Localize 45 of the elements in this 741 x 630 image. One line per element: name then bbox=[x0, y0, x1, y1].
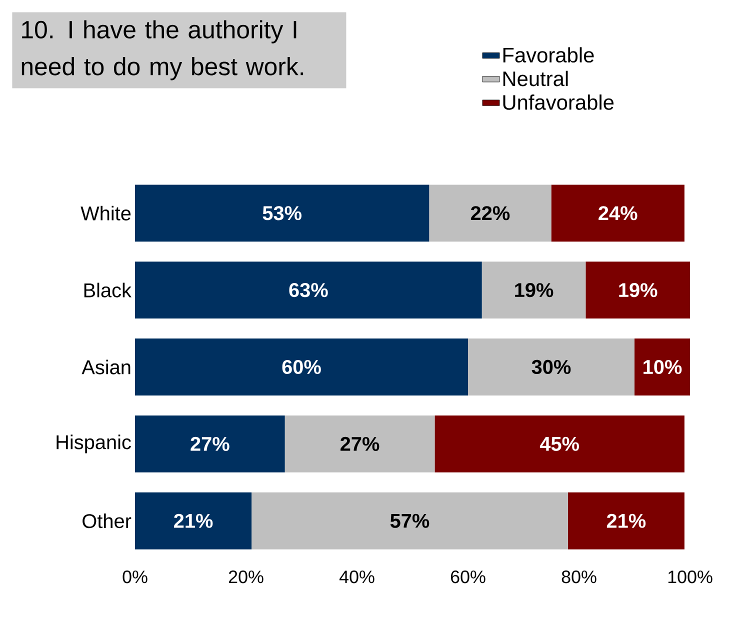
legend-label: Favorable bbox=[503, 47, 594, 63]
bar bbox=[434, 415, 684, 472]
y-tick-label: Hispanic bbox=[56, 434, 131, 454]
data-label: 21% bbox=[174, 514, 213, 528]
x-tick-label: 40% bbox=[339, 570, 374, 584]
data-label: 27% bbox=[340, 436, 380, 451]
x-tick-label: 0% bbox=[122, 570, 148, 584]
data-label: 24% bbox=[598, 206, 638, 220]
x-tick-label: 60% bbox=[450, 570, 486, 584]
bar bbox=[551, 184, 684, 242]
bar bbox=[634, 338, 690, 396]
bar bbox=[586, 262, 690, 319]
y-tick-label: Other bbox=[82, 514, 132, 528]
data-label: 19% bbox=[619, 283, 658, 298]
data-label: 22% bbox=[470, 206, 510, 220]
bar bbox=[135, 415, 285, 472]
data-label: 10% bbox=[644, 360, 682, 374]
x-tick-label: 20% bbox=[228, 570, 264, 584]
bar bbox=[252, 492, 568, 550]
data-label: 21% bbox=[606, 514, 646, 528]
data-label: 19% bbox=[515, 283, 554, 298]
data-label: 53% bbox=[262, 206, 302, 220]
bar bbox=[468, 338, 635, 396]
data-label: 30% bbox=[532, 360, 571, 374]
x-tick-label: 100% bbox=[668, 570, 712, 584]
data-label: 27% bbox=[190, 436, 230, 451]
data-label: 60% bbox=[282, 360, 321, 374]
y-tick-label: Black bbox=[84, 282, 132, 298]
data-label: 57% bbox=[390, 514, 430, 528]
bar bbox=[284, 415, 435, 472]
bar bbox=[429, 184, 552, 242]
legend-label: Neutral bbox=[503, 70, 568, 86]
bar bbox=[135, 338, 468, 396]
bar bbox=[568, 492, 684, 550]
y-tick-label: Asian bbox=[82, 360, 130, 374]
bar bbox=[135, 262, 482, 319]
bar bbox=[482, 262, 586, 319]
y-tick-label: White bbox=[80, 206, 131, 220]
chart-title: 10. I have the authority I need to do my best work. bbox=[22, 20, 304, 80]
data-label: 45% bbox=[540, 436, 579, 451]
bar bbox=[135, 492, 252, 550]
bar bbox=[135, 184, 430, 242]
legend-label: Unfavorable bbox=[503, 94, 614, 110]
data-label: 63% bbox=[289, 283, 328, 298]
x-tick-label: 80% bbox=[562, 570, 596, 584]
